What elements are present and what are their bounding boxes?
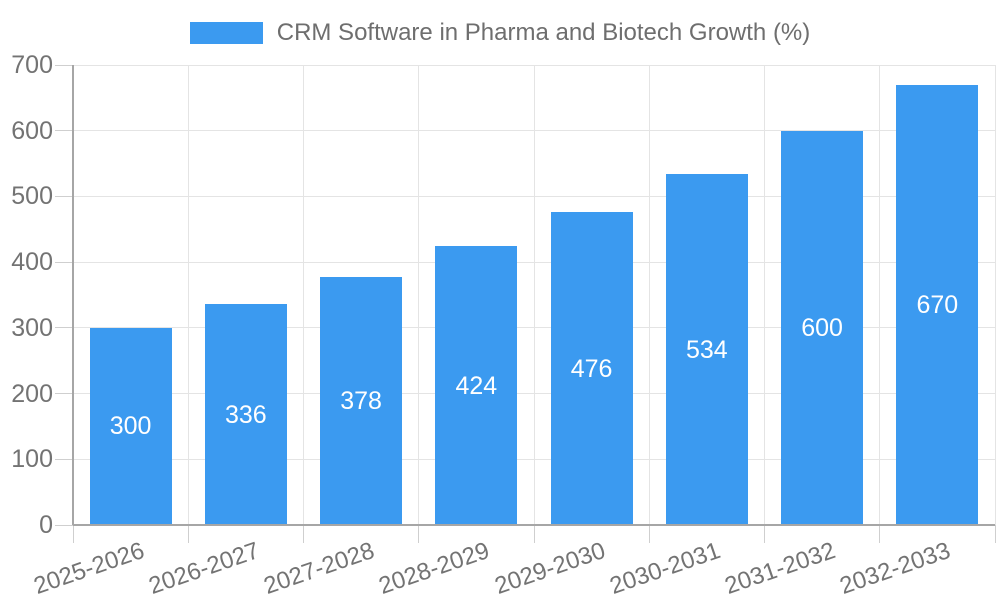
bar[interactable] [665, 174, 748, 525]
bar[interactable] [550, 212, 633, 525]
x-axis-tick [187, 525, 189, 543]
chart-legend[interactable]: CRM Software in Pharma and Biotech Growt… [0, 20, 1000, 46]
y-axis-tick-label: 700 [11, 51, 53, 79]
y-axis-tick [55, 524, 73, 526]
legend-series-label: CRM Software in Pharma and Biotech Growt… [276, 19, 811, 46]
x-axis-tick [72, 525, 74, 543]
bar[interactable] [320, 276, 403, 525]
x-axis-tick [994, 525, 996, 543]
bar[interactable] [781, 130, 864, 525]
bar-value-label: 378 [340, 386, 382, 415]
v-gridline [533, 65, 535, 525]
y-axis-tick [55, 458, 73, 460]
v-gridline [187, 65, 189, 525]
y-axis-tick [55, 130, 73, 132]
bar[interactable] [204, 304, 287, 525]
v-gridline [303, 65, 304, 525]
y-axis-tick-label: 400 [11, 248, 53, 277]
y-axis-tick-label: 500 [11, 182, 53, 211]
y-axis-tick-label: 600 [11, 116, 53, 145]
bar-value-label: 336 [225, 400, 267, 429]
x-axis-tick [533, 525, 535, 543]
y-axis-tick [55, 64, 73, 66]
bar-value-label: 670 [916, 290, 959, 319]
bar-value-label: 476 [570, 354, 613, 383]
x-axis-tick [418, 525, 420, 543]
y-axis-tick [55, 327, 73, 329]
bar-value-label: 424 [455, 371, 498, 400]
bar-value-label: 534 [686, 335, 728, 364]
y-axis-tick-label: 100 [11, 445, 53, 474]
y-axis-tick-label: 300 [11, 313, 53, 342]
legend-series-swatch [189, 22, 263, 44]
bar[interactable] [89, 327, 172, 525]
bar[interactable] [435, 246, 518, 525]
x-axis-tick [303, 525, 304, 543]
bar[interactable] [896, 84, 979, 525]
y-axis-tick [55, 261, 73, 263]
x-axis-tick [764, 525, 765, 543]
y-axis-tick [55, 195, 73, 197]
v-gridline [764, 65, 765, 525]
x-axis-tick [648, 525, 650, 543]
v-gridline [994, 65, 996, 525]
y-axis-tick [55, 393, 73, 395]
v-gridline [418, 65, 420, 525]
x-axis-tick [879, 525, 881, 543]
y-axis-line [72, 65, 74, 525]
v-gridline [879, 65, 881, 525]
bar-value-label: 600 [801, 313, 843, 342]
v-gridline [648, 65, 650, 525]
x-axis-line [73, 524, 995, 526]
bar-value-label: 300 [109, 412, 152, 441]
y-axis-tick-label: 200 [11, 379, 53, 408]
y-axis-tick-label: 0 [39, 511, 53, 539]
